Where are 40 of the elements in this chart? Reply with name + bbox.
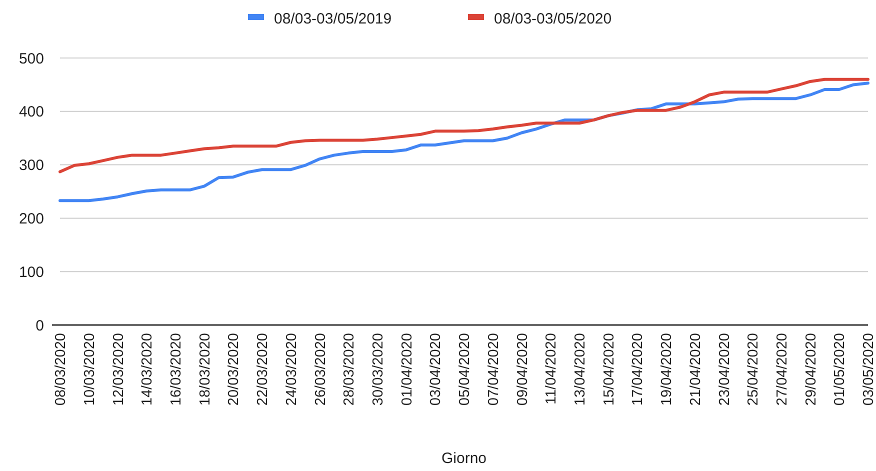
- x-tick-label: 01/04/2020: [399, 333, 416, 406]
- x-tick-label: 11/04/2020: [544, 333, 560, 404]
- x-tick-label: 30/03/2020: [370, 333, 387, 406]
- x-tick-label: 22/03/2020: [255, 333, 272, 406]
- x-tick-label: 19/04/2020: [659, 333, 676, 406]
- x-tick-label: 26/03/2020: [312, 333, 329, 406]
- x-tick-label: 21/04/2020: [688, 333, 704, 406]
- legend-label: 08/03-03/05/2020: [494, 10, 612, 28]
- x-tick-label: 03/04/2020: [428, 333, 444, 406]
- y-tick-label: 0: [36, 317, 44, 334]
- x-tick-label: 17/04/2020: [630, 333, 646, 406]
- x-tick-label: 18/03/2020: [197, 333, 214, 406]
- x-tick-label: 14/03/2020: [140, 333, 156, 406]
- x-tick-label: 29/04/2020: [803, 333, 820, 406]
- x-tick-label: 13/04/2020: [572, 333, 589, 406]
- x-tick-label: 01/05/2020: [832, 333, 848, 406]
- line-series: [58, 78, 870, 174]
- y-tick-label: 100: [18, 264, 44, 281]
- x-tick-label: 16/03/2020: [168, 333, 185, 406]
- x-tick-label: 12/03/2020: [110, 333, 127, 406]
- x-tick-label: 27/04/2020: [774, 333, 791, 406]
- y-tick-label: 200: [18, 210, 44, 228]
- x-tick-label: 05/04/2020: [457, 333, 474, 406]
- x-tick-label: 23/04/2020: [716, 333, 733, 406]
- y-tick-label: 400: [18, 104, 44, 121]
- x-tick-label: 24/03/2020: [284, 333, 300, 406]
- x-tick-label: 03/05/2020: [861, 333, 876, 406]
- x-tick-label: 08/03/2020: [53, 333, 70, 406]
- x-axis-title: Giorno: [441, 450, 487, 467]
- legend-label: 08/03-03/05/2019: [274, 10, 392, 28]
- x-tick-label: 20/03/2020: [226, 333, 242, 406]
- x-tick-label: 28/03/2020: [342, 333, 358, 406]
- y-tick-label: 300: [18, 157, 44, 174]
- y-tick-label: 500: [18, 50, 44, 68]
- x-tick-label: 15/04/2020: [601, 333, 618, 406]
- x-tick-label: 25/04/2020: [746, 333, 762, 406]
- line-series: [58, 82, 870, 202]
- x-tick-label: 10/03/2020: [82, 333, 98, 406]
- x-tick-label: 09/04/2020: [514, 333, 531, 406]
- x-tick-label: 07/04/2020: [486, 333, 502, 406]
